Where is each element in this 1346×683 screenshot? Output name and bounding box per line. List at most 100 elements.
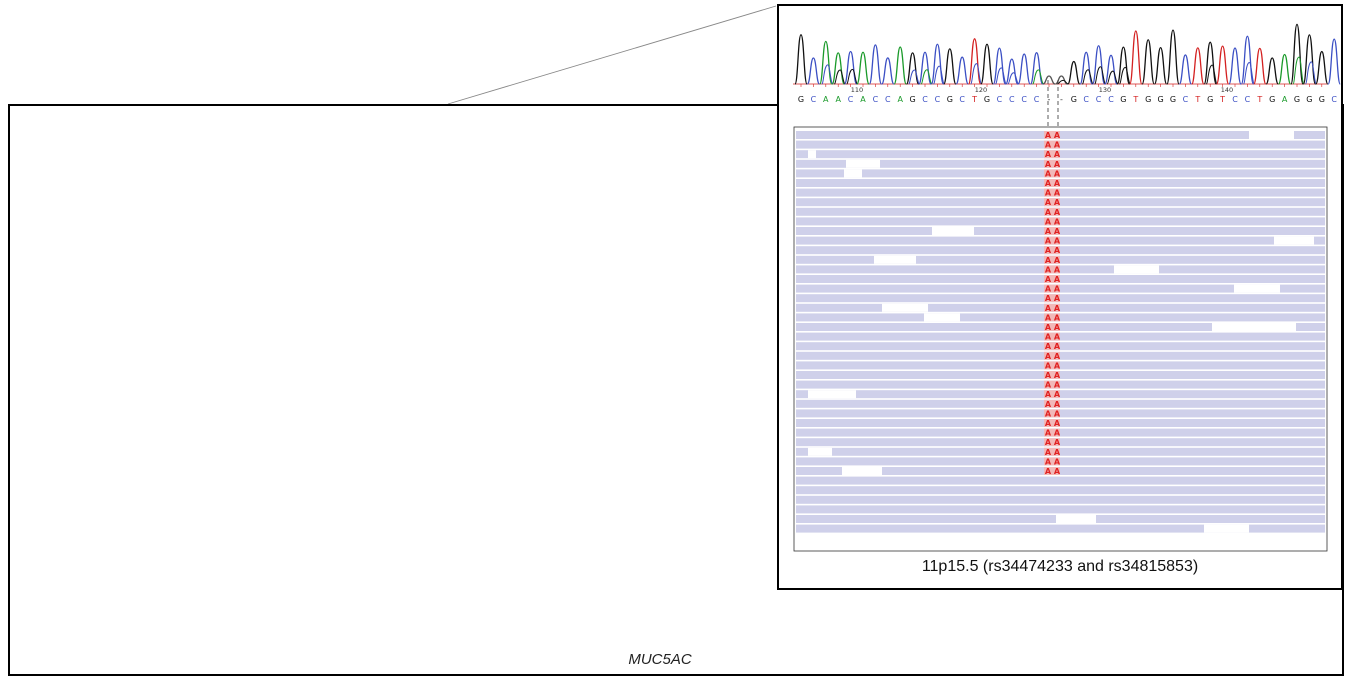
- chromatogram-peak: [1081, 69, 1094, 85]
- variant-cell: [1044, 217, 1060, 226]
- chromatogram-peak: [1029, 52, 1044, 85]
- chromatogram-peak: [955, 56, 969, 85]
- inset-read: [796, 457, 1325, 466]
- variant-cell: [1044, 265, 1060, 274]
- variant-cell: [1044, 131, 1060, 139]
- position-label: 130: [1099, 86, 1111, 94]
- chromatogram-peak: [806, 57, 821, 85]
- inset-read: [796, 524, 1325, 533]
- variant-base: A: [1045, 275, 1052, 284]
- position-label: 120: [975, 86, 987, 94]
- chromatogram-peak: [1153, 46, 1168, 85]
- inset-read: [796, 361, 1325, 370]
- inset-read: [796, 140, 1325, 149]
- chromatogram-peak: [1253, 47, 1267, 85]
- chromatogram-peak: [992, 47, 1007, 85]
- read-gap: [808, 447, 832, 456]
- variant-base: A: [1054, 227, 1061, 236]
- variant-base: A: [1045, 285, 1052, 294]
- variant-cell: [1044, 169, 1060, 178]
- gene-label: MUC5AC: [628, 651, 692, 668]
- base-call: G: [1157, 95, 1163, 104]
- variant-base: A: [1054, 323, 1061, 332]
- variant-cell: [1044, 227, 1060, 235]
- variant-base: A: [1045, 294, 1052, 303]
- chromatogram-peak: [843, 50, 858, 85]
- variant-cell: [1044, 371, 1060, 379]
- variant-base: A: [1045, 217, 1052, 226]
- base-call: G: [1319, 95, 1325, 104]
- inset-read: [796, 169, 1325, 178]
- variant-base: A: [1045, 419, 1052, 428]
- variant-base: A: [1045, 246, 1052, 255]
- read-gap: [1056, 515, 1096, 523]
- variant-base: A: [1045, 208, 1052, 217]
- variant-base: A: [1054, 169, 1061, 178]
- variant-base: A: [1054, 275, 1061, 284]
- read-gap: [846, 159, 880, 168]
- inset-read: [796, 467, 1325, 475]
- inset-read: [796, 236, 1325, 245]
- chromatogram-peak: [1118, 66, 1131, 85]
- chromatogram-peak: [1304, 61, 1317, 85]
- variant-base: A: [1054, 179, 1061, 188]
- base-call: C: [848, 95, 854, 104]
- base-call: G: [1306, 95, 1312, 104]
- chromatogram-peak: [970, 63, 983, 85]
- inset-read: [796, 438, 1325, 447]
- chromatogram-peak: [1017, 53, 1031, 85]
- inset-read: [796, 380, 1325, 389]
- variant-base: A: [1045, 198, 1052, 207]
- read-gap: [808, 150, 816, 159]
- variant-cell: [1044, 313, 1060, 322]
- chromatogram-peak: [893, 46, 907, 85]
- read-gap: [1114, 265, 1159, 274]
- inset-read: [796, 207, 1325, 216]
- read-gap: [1249, 131, 1294, 139]
- chromatogram-peak: [1116, 46, 1131, 85]
- chromatogram-peak: [821, 64, 834, 85]
- inset-read: [796, 188, 1325, 197]
- base-call: G: [1170, 95, 1176, 104]
- variant-base: A: [1045, 131, 1052, 140]
- read-gap: [1274, 236, 1314, 245]
- base-call: C: [885, 95, 891, 104]
- variant-base: A: [1045, 304, 1052, 313]
- inset-read: [796, 428, 1325, 437]
- variant-base: A: [1054, 419, 1061, 428]
- inset-read: [796, 476, 1325, 485]
- inset-read: [796, 495, 1325, 504]
- variant-base: A: [1045, 381, 1052, 390]
- variant-cell: [1044, 447, 1060, 456]
- base-call: -: [1060, 95, 1063, 104]
- variant-cell: [1044, 284, 1060, 293]
- inset-read: [796, 303, 1325, 312]
- chromatogram-peak: [1141, 39, 1155, 85]
- inset-read: [796, 159, 1325, 168]
- variant-base: A: [1054, 189, 1061, 198]
- variant-base: A: [1054, 313, 1061, 322]
- variant-base: A: [1054, 342, 1061, 351]
- chromatogram-peak: [1215, 45, 1230, 85]
- variant-cell: [1044, 246, 1060, 255]
- chromatogram-peak: [1067, 60, 1081, 85]
- chromatogram-peak: [1315, 50, 1329, 85]
- variant-cell: [1044, 409, 1060, 418]
- base-call: -: [1048, 95, 1051, 104]
- zoom-line-top: [447, 5, 777, 105]
- base-call: C: [1232, 95, 1238, 104]
- variant-base: A: [1045, 361, 1052, 370]
- read-gap: [1234, 284, 1280, 293]
- base-call: T: [1219, 95, 1225, 104]
- chromatogram-peak: [1057, 79, 1069, 85]
- position-label: 110: [851, 86, 863, 94]
- variant-base: A: [1045, 429, 1052, 438]
- variant-base: A: [1045, 409, 1052, 418]
- variant-base: A: [1054, 246, 1061, 255]
- chromatogram-peak: [831, 52, 845, 85]
- variant-cell: [1044, 342, 1060, 351]
- variant-cell: [1044, 380, 1060, 389]
- chromatogram-peak: [980, 43, 994, 85]
- inset-read: [796, 294, 1325, 303]
- base-call: T: [971, 95, 977, 104]
